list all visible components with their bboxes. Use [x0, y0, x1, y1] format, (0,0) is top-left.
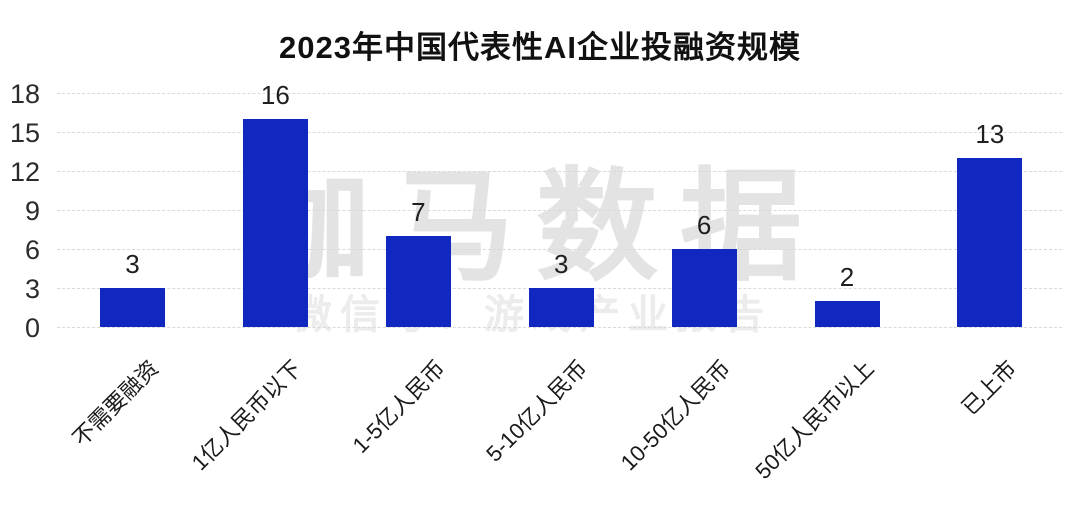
gridline	[57, 249, 1062, 250]
x-axis-label: 1亿人民币以下	[186, 355, 307, 476]
bar-value-label: 3	[125, 249, 140, 279]
x-axis-label: 1-5亿人民币	[347, 355, 450, 458]
gridline	[57, 327, 1062, 328]
y-tick-label: 15	[9, 118, 40, 148]
x-axis-label: 10-50亿人民币	[615, 355, 736, 476]
bar-value-label: 7	[411, 197, 426, 227]
y-tick-label: 12	[9, 157, 40, 187]
x-axis-label: 已上市	[956, 355, 1022, 420]
y-tick-label: 3	[24, 274, 40, 304]
y-tick-label: 0	[24, 313, 40, 343]
chart-title: 2023年中国代表性AI企业投融资规模	[279, 30, 801, 65]
x-axis-label: 不需要融资	[68, 355, 164, 452]
x-axis-label: 5-10亿人民币	[481, 355, 593, 467]
y-tick-label: 18	[9, 79, 40, 109]
bar	[100, 288, 165, 327]
bar	[528, 288, 594, 327]
bar	[242, 119, 308, 327]
bar	[814, 301, 880, 327]
bar	[385, 236, 451, 327]
bar-value-label: 6	[696, 210, 712, 240]
gridline	[57, 171, 1062, 172]
bar-value-label: 2	[839, 262, 855, 292]
bar-value-label: 3	[553, 249, 569, 279]
gridline	[57, 132, 1062, 133]
gridline	[57, 210, 1062, 211]
y-tick-label: 9	[24, 196, 40, 226]
x-axis-label: 50亿人民币以上	[749, 355, 879, 484]
y-tick-label: 6	[24, 235, 40, 265]
bar-value-label: 16	[260, 80, 290, 110]
bar-value-label: 13	[975, 119, 1005, 149]
bar	[671, 249, 737, 327]
gridline	[57, 93, 1062, 94]
bar	[957, 158, 1023, 327]
